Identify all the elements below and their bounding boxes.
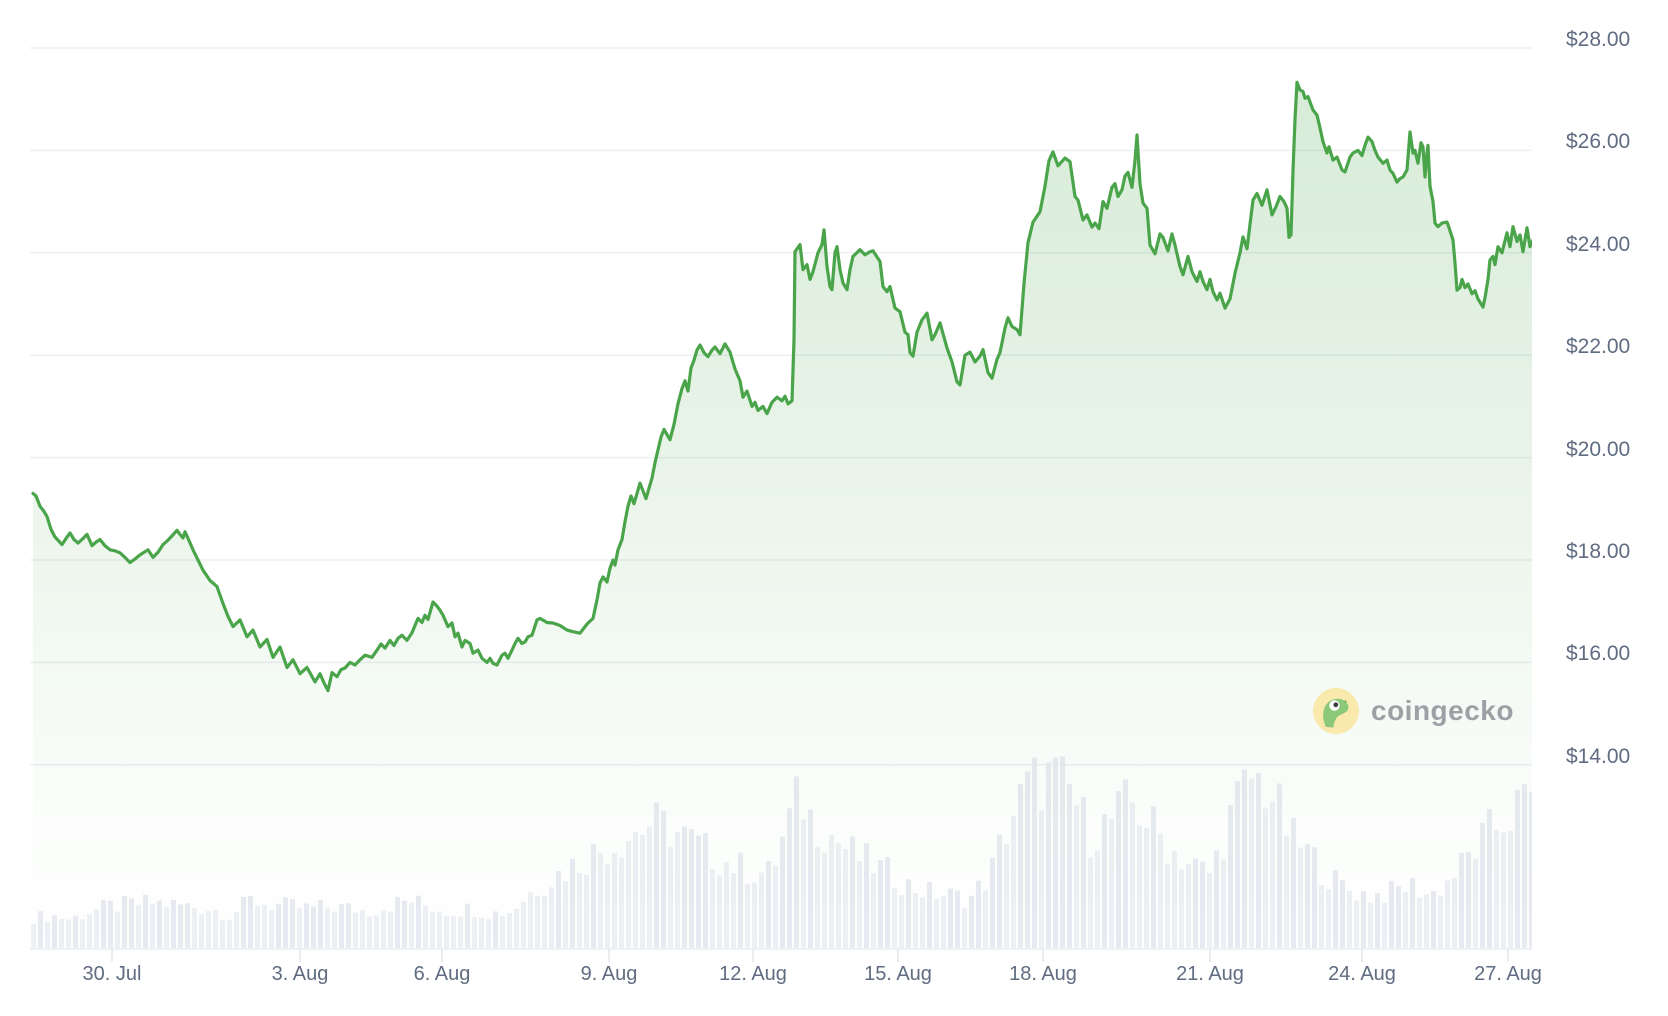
x-axis-label: 6. Aug [413, 963, 471, 985]
coingecko-watermark-text: coingecko [1371, 695, 1514, 726]
x-axis-label: 9. Aug [580, 963, 638, 985]
x-axis-label: 18. Aug [1009, 963, 1077, 985]
x-axis-label: 3. Aug [271, 963, 329, 985]
x-axis-baseline-and-ticks [30, 948, 1532, 962]
coingecko-watermark: coingecko [1313, 688, 1514, 734]
x-axis-label: 24. Aug [1328, 963, 1396, 985]
x-axis-label: 15. Aug [864, 963, 932, 985]
x-axis-label: 30. Jul [82, 963, 142, 985]
coingecko-gecko-icon [1313, 688, 1359, 734]
price-line [31, 80, 1532, 693]
y-axis-label: $24.00 [1566, 232, 1631, 256]
plot-area[interactable] [30, 0, 1532, 1000]
y-axis-label: $18.00 [1566, 540, 1631, 563]
price-volume-chart[interactable] [30, 0, 1532, 1000]
y-axis-label: $14.00 [1566, 744, 1631, 768]
y-axis-label: $16.00 [1566, 642, 1631, 666]
y-axis-label: $28.00 [1566, 28, 1631, 51]
y-axis-label: $20.00 [1566, 437, 1631, 461]
x-axis-label: 21. Aug [1176, 963, 1244, 985]
price-area-fill [33, 82, 1532, 948]
x-axis-label: 12. Aug [719, 963, 787, 985]
x-axis-label: 27. Aug [1474, 963, 1542, 985]
y-axis-label: $22.00 [1566, 335, 1631, 359]
y-axis-label: $26.00 [1566, 130, 1631, 154]
